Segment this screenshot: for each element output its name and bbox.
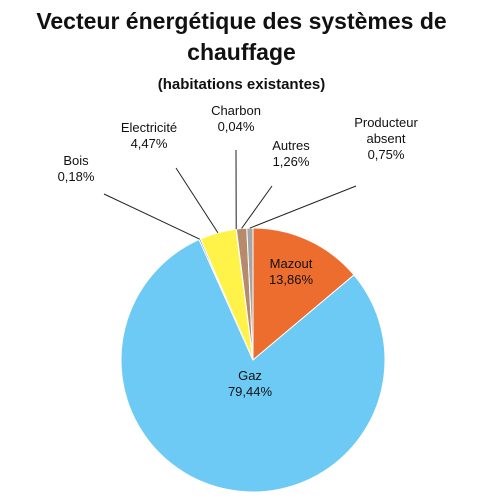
pie-slice — [252, 227, 355, 362]
category-label: Mazout — [270, 256, 313, 271]
slice-label: Charbon 0,04% — [211, 103, 261, 134]
category-label: Gaz — [238, 368, 262, 383]
leader-line — [175, 167, 219, 234]
category-label: Autres — [272, 138, 310, 153]
value-label: 0,04% — [218, 119, 255, 134]
pie-slice — [246, 227, 254, 361]
value-label: 0,75% — [368, 147, 405, 162]
leader-line — [249, 185, 357, 229]
pie-slice — [120, 238, 386, 493]
category-label: Charbon — [211, 103, 261, 118]
category-label: Bois — [63, 153, 89, 168]
slice-label: Producteur absent 0,75% — [354, 115, 418, 162]
slice-label: Bois 0,18% — [58, 153, 95, 184]
chart-subtitle: (habitations existantes) — [157, 76, 326, 93]
chart-title: Vecteur énergétique des systèmes de chau… — [36, 8, 447, 65]
leader-line — [103, 193, 200, 240]
category-label: Producteur absent — [354, 115, 418, 146]
slice-label: Mazout 13,86% — [269, 256, 314, 287]
value-label: 1,26% — [273, 154, 310, 169]
slice-label: Autres 1,26% — [272, 138, 310, 169]
value-label: 0,18% — [58, 169, 95, 184]
value-label: 79,44% — [228, 384, 273, 399]
category-label: Electricité — [121, 120, 177, 135]
value-label: 4,47% — [131, 136, 168, 151]
slice-label: Gaz 79,44% — [228, 368, 273, 399]
value-label: 13,86% — [269, 272, 314, 287]
slice-label: Electricité 4,47% — [121, 120, 177, 151]
leader-line — [241, 185, 273, 229]
